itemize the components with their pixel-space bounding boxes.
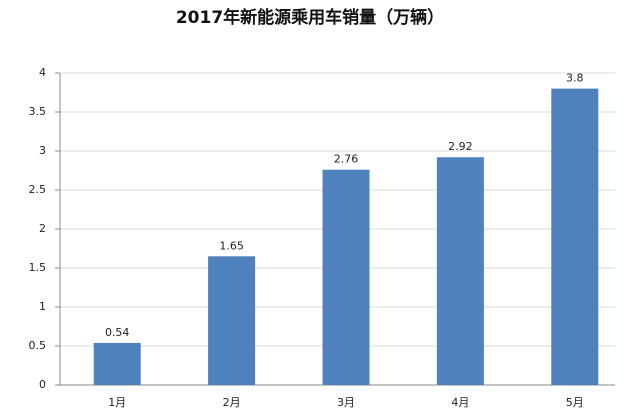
y-tick-label: 3: [39, 144, 46, 157]
x-tick-label: 5月: [566, 396, 584, 409]
x-tick-label: 2月: [223, 396, 241, 409]
data-label: 0.54: [105, 326, 130, 339]
bar: [322, 169, 370, 385]
data-label: 1.65: [219, 239, 244, 252]
y-tick-label: 4: [39, 66, 46, 79]
x-tick-label: 3月: [337, 396, 355, 409]
chart-title: 2017年新能源乘用车销量（万辆）: [176, 7, 444, 28]
y-tick-label: 1: [39, 300, 46, 313]
bar: [436, 157, 484, 385]
x-tick-label: 1月: [108, 396, 126, 409]
data-label: 2.92: [448, 140, 473, 153]
x-tick-label: 4月: [451, 396, 469, 409]
y-tick-label: 0: [39, 378, 46, 391]
y-tick-label: 0.5: [29, 339, 47, 352]
bar: [93, 342, 141, 385]
y-tick-label: 2.5: [29, 183, 47, 196]
data-label: 2.76: [334, 153, 359, 166]
y-tick-label: 1.5: [29, 261, 47, 274]
bar: [208, 256, 256, 385]
y-tick-label: 3.5: [29, 105, 47, 118]
data-label: 3.8: [566, 72, 584, 85]
y-tick-label: 2: [39, 222, 46, 235]
bar: [551, 88, 599, 385]
